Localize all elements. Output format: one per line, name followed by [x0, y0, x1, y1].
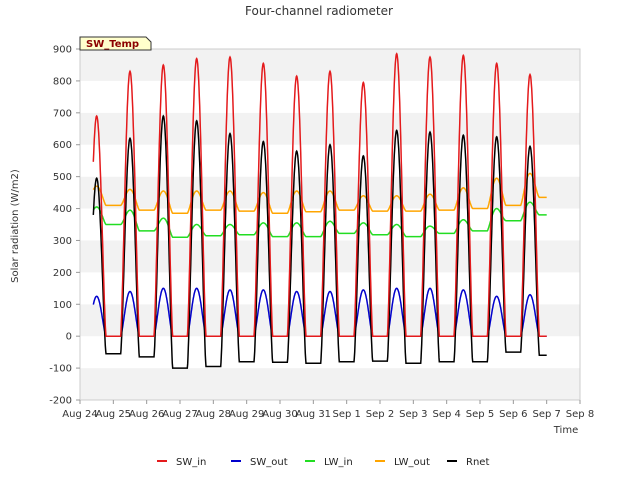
x-tick-label: Sep 8: [566, 409, 594, 420]
y-tick-label: 800: [53, 76, 72, 87]
x-tick-label: Sep 4: [432, 409, 460, 420]
y-tick-label: 400: [53, 204, 72, 215]
grid-band: [80, 336, 580, 369]
x-tick-label: Sep 1: [332, 409, 360, 420]
y-tick-label: 300: [53, 236, 72, 247]
grid-band: [80, 240, 580, 273]
tag-box: [79, 36, 152, 51]
legend-label: SW_out: [250, 457, 288, 468]
plot-frame: [79, 48, 581, 401]
y-tick-label: 0: [66, 332, 72, 343]
grid-band: [80, 368, 580, 400]
y-tick-label: 500: [53, 172, 72, 183]
y-tick-label: 600: [53, 140, 72, 151]
x-tick-label: Sep 3: [399, 409, 427, 420]
x-tick-label: Aug 25: [96, 409, 131, 420]
x-tick-label: Aug 28: [196, 409, 231, 420]
tag-label: SW_Temp: [86, 39, 139, 50]
x-tick-label: Aug 31: [296, 409, 331, 420]
x-axis-label: Time: [553, 425, 578, 436]
x-tick-label: Aug 24: [62, 409, 97, 420]
x-tick-label: Aug 29: [229, 409, 264, 420]
x-tick-label: Sep 5: [466, 409, 494, 420]
grid-band: [80, 80, 580, 113]
y-tick-label: 200: [53, 268, 72, 279]
legend-label: LW_out: [394, 457, 430, 468]
legend-label: SW_in: [176, 457, 206, 468]
y-tick-label: -200: [49, 396, 72, 407]
series-line-rnet: [92, 114, 547, 369]
grid-band: [80, 176, 580, 209]
y-tick-label: 100: [53, 300, 72, 311]
x-tick-label: Aug 27: [162, 409, 197, 420]
x-tick-label: Sep 2: [366, 409, 394, 420]
x-tick-label: Aug 26: [129, 409, 164, 420]
grid-band: [80, 144, 580, 177]
legend-label: LW_in: [324, 457, 353, 468]
y-tick-label: 700: [53, 108, 72, 119]
series-layer: [92, 52, 547, 369]
grid-band: [80, 304, 580, 337]
y-tick-label: 900: [53, 45, 72, 56]
series-line-sw-in: [92, 52, 547, 337]
sw-temp-tag: SW_Temp: [79, 36, 152, 51]
grid-band: [80, 208, 580, 241]
y-axis: -200 -100 0 100 200 300 400 500 600 700 800 900: [49, 45, 80, 407]
x-tick-label: Sep 7: [532, 409, 560, 420]
chart-title: Four-channel radiometer: [245, 4, 393, 18]
grid-band: [80, 49, 580, 81]
y-axis-label: Solar radiation (W/m2): [10, 169, 21, 283]
x-tick-label: Aug 30: [262, 409, 297, 420]
legend-label: Rnet: [466, 457, 489, 468]
grid-band: [80, 112, 580, 145]
y-tick-label: -100: [49, 364, 72, 375]
legend: SW_in SW_out LW_in LW_out Rnet: [157, 457, 489, 468]
x-tick-label: Sep 6: [499, 409, 527, 420]
